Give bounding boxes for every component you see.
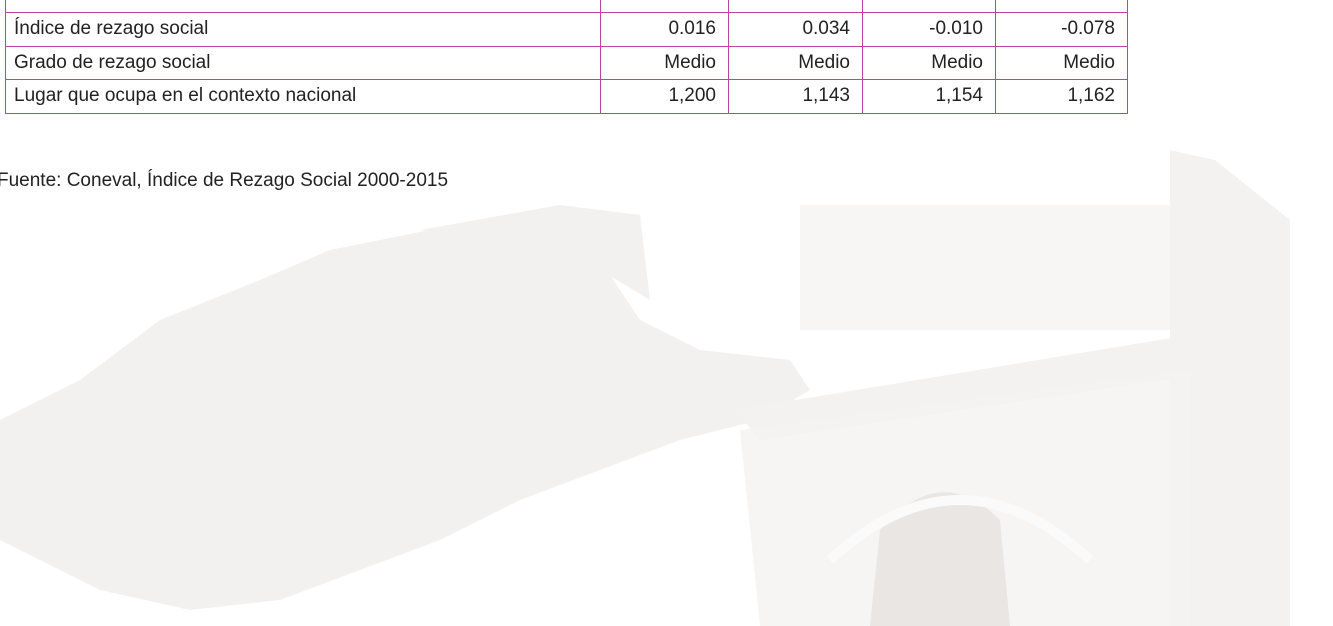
table-cell: Medio [862, 45, 996, 80]
table-cell: 1,162 [995, 79, 1128, 114]
table-cell: Medio [728, 45, 863, 80]
table-cell: Grado de rezago social [5, 45, 601, 80]
table-cell: 1,154 [862, 79, 996, 114]
table-cell: 1,200 [600, 79, 729, 114]
table-cell: Índice de rezago social [5, 12, 601, 47]
table-cell: Lugar que ocupa en el contexto nacional [5, 79, 601, 114]
table-cell: 1,143 [728, 79, 863, 114]
church-door [870, 492, 1010, 626]
table-cell: -0.010 [862, 12, 996, 47]
church-arch [826, 495, 1094, 564]
map-silhouette [0, 205, 810, 610]
table-cell: -0.078 [995, 12, 1128, 47]
table-cell: 0.016 [600, 12, 729, 47]
church-silhouette [735, 150, 1290, 626]
table-cell: Medio [995, 45, 1128, 80]
table-cell: Medio [600, 45, 729, 80]
footnote: Fuente: Coneval, Índice de Rezago Social… [0, 170, 449, 191]
table-cell: 0.034 [728, 12, 863, 47]
